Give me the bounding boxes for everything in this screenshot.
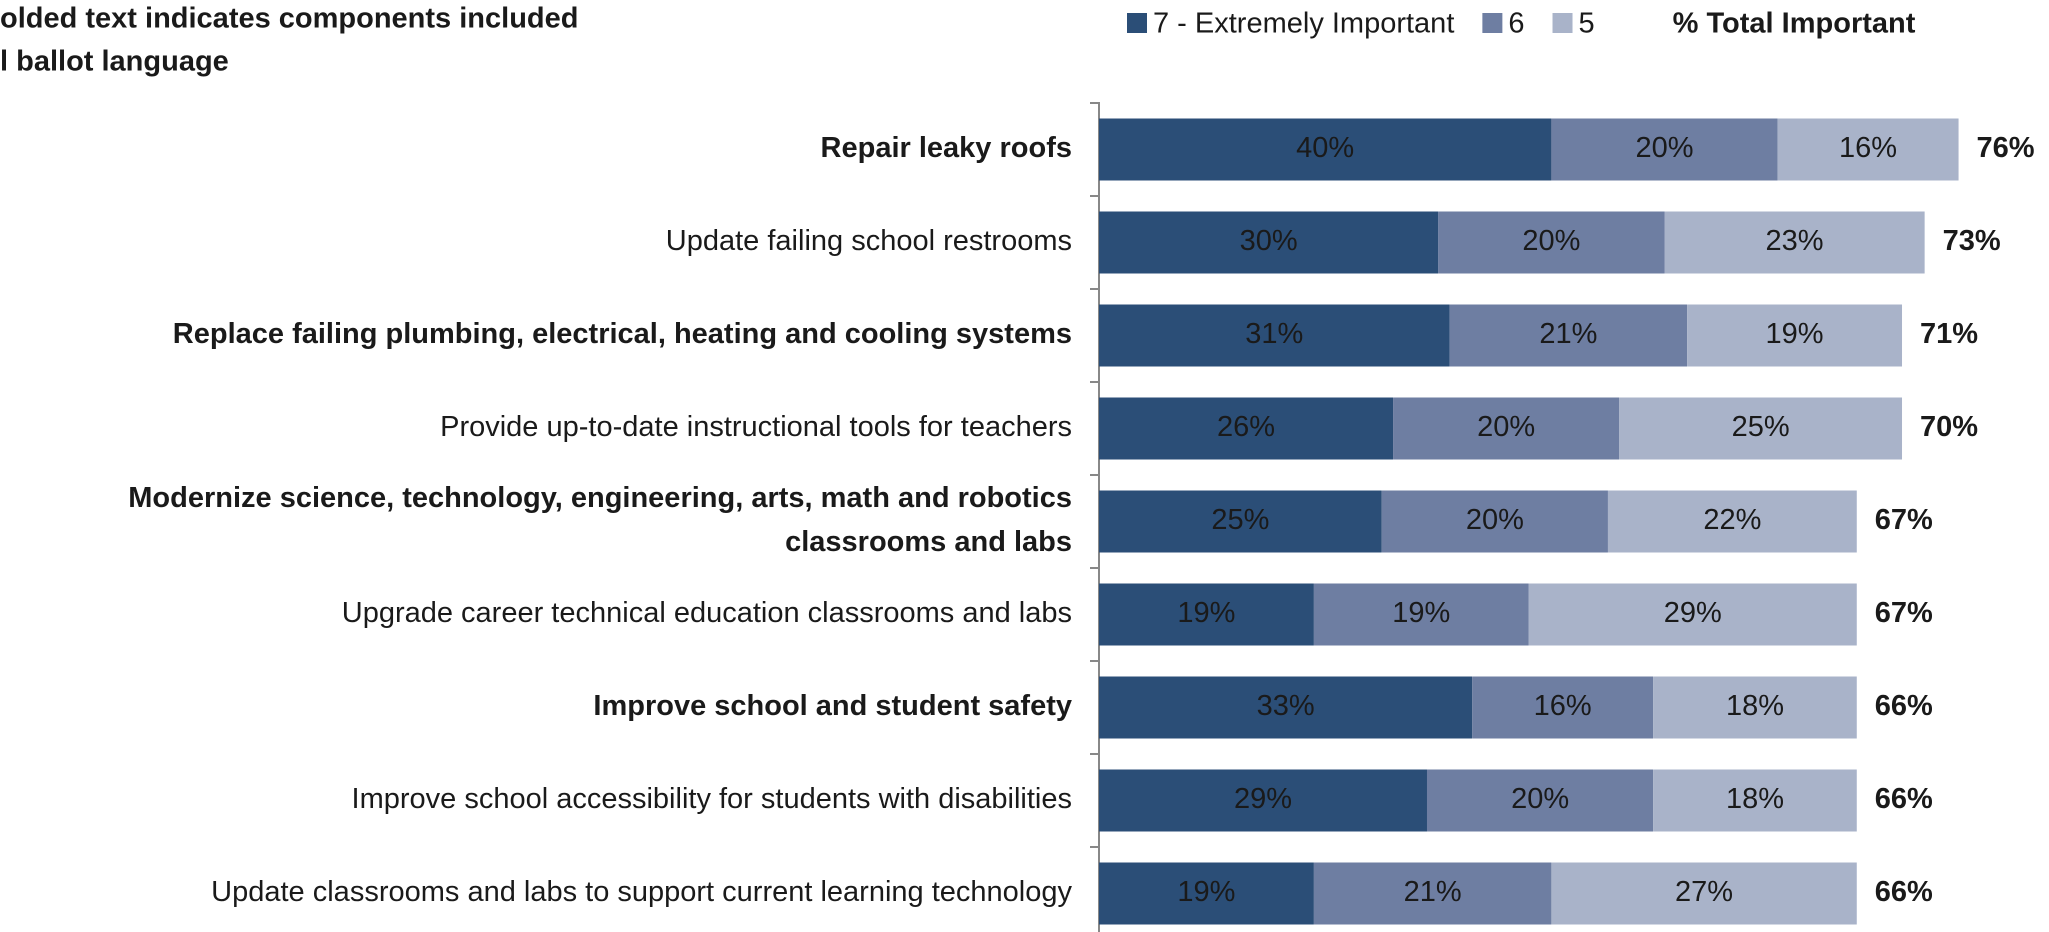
- total-label: 70%: [1920, 411, 1978, 443]
- chart-title: l ballot language: [0, 46, 229, 78]
- bar-segment: [1099, 862, 1314, 925]
- bar-segment: [1313, 583, 1529, 646]
- bar-value-label: 29%: [1234, 783, 1292, 815]
- bar-segment: [1438, 211, 1665, 274]
- bar-segment: [1099, 769, 1427, 832]
- bar-segment: [1653, 676, 1857, 739]
- legend-label: 5: [1579, 8, 1595, 40]
- bar-segment: [1099, 676, 1473, 739]
- legend-total-header: % Total Important: [1673, 8, 1916, 40]
- bar-value-label: 20%: [1522, 225, 1580, 257]
- bar-segment: [1313, 862, 1552, 925]
- bar-value-label: 30%: [1240, 225, 1298, 257]
- bar-segment: [1551, 862, 1857, 925]
- legend-swatch: [1482, 13, 1503, 33]
- bar-value-label: 20%: [1635, 132, 1693, 164]
- bar-value-label: 19%: [1392, 597, 1450, 629]
- category-label: Modernize science, technology, engineeri…: [128, 482, 1072, 514]
- bar-segment: [1607, 490, 1857, 553]
- category-label: Improve school accessibility for student…: [352, 783, 1072, 815]
- legend-label: 6: [1508, 8, 1524, 40]
- bar-value-label: 22%: [1703, 504, 1761, 536]
- bar-value-label: 26%: [1217, 411, 1275, 443]
- bar-value-label: 16%: [1839, 132, 1897, 164]
- bar-value-label: 27%: [1675, 876, 1733, 908]
- bar-segment: [1472, 676, 1654, 739]
- bar-value-label: 25%: [1211, 504, 1269, 536]
- category-label: Update failing school restrooms: [666, 225, 1072, 257]
- bar-segment: [1449, 304, 1688, 367]
- bar-value-label: 25%: [1732, 411, 1790, 443]
- bar-value-label: 18%: [1726, 690, 1784, 722]
- bar-segment: [1099, 304, 1450, 367]
- bar-segment: [1619, 397, 1903, 460]
- total-label: 76%: [1977, 132, 2035, 164]
- legend-swatch: [1127, 13, 1147, 33]
- legend-label: 7 - Extremely Important: [1153, 8, 1454, 40]
- bar-segment: [1099, 490, 1382, 553]
- bar-segment: [1393, 397, 1620, 460]
- bar-segment: [1687, 304, 1903, 367]
- bar-segment: [1426, 769, 1654, 832]
- total-label: 66%: [1875, 783, 1933, 815]
- bar-value-label: 29%: [1664, 597, 1722, 629]
- bar-value-label: 20%: [1477, 411, 1535, 443]
- total-label: 73%: [1943, 225, 2001, 257]
- total-label: 67%: [1875, 597, 1933, 629]
- category-label: Repair leaky roofs: [821, 132, 1072, 164]
- bar-value-label: 19%: [1766, 318, 1824, 350]
- category-label: classrooms and labs: [785, 526, 1072, 558]
- bar-segment: [1551, 118, 1778, 181]
- bar-value-label: 19%: [1177, 876, 1235, 908]
- category-label: Improve school and student safety: [593, 690, 1072, 722]
- category-label: Upgrade career technical education class…: [342, 597, 1072, 629]
- bar-value-label: 16%: [1534, 690, 1592, 722]
- bar-segment: [1653, 769, 1857, 832]
- bar-value-label: 33%: [1257, 690, 1315, 722]
- bar-segment: [1528, 583, 1857, 646]
- bar-segment: [1099, 211, 1439, 274]
- total-label: 67%: [1875, 504, 1933, 536]
- bar-segment: [1664, 211, 1925, 274]
- bar-segment: [1099, 583, 1314, 646]
- bar-value-label: 21%: [1404, 876, 1462, 908]
- bar-value-label: 18%: [1726, 783, 1784, 815]
- bar-value-label: 23%: [1766, 225, 1824, 257]
- bar-value-label: 40%: [1296, 132, 1354, 164]
- bar-segment: [1777, 118, 1959, 181]
- bar-value-label: 20%: [1511, 783, 1569, 815]
- bar-value-label: 21%: [1539, 318, 1597, 350]
- legend-swatch: [1552, 13, 1573, 33]
- category-label: Update classrooms and labs to support cu…: [211, 876, 1072, 908]
- bar-segment: [1099, 118, 1552, 181]
- total-label: 71%: [1920, 318, 1978, 350]
- bar-segment: [1381, 490, 1608, 553]
- total-label: 66%: [1875, 690, 1933, 722]
- bar-segment: [1099, 397, 1394, 460]
- bar-value-label: 19%: [1177, 597, 1235, 629]
- bar-value-label: 20%: [1466, 504, 1524, 536]
- total-label: 66%: [1875, 876, 1933, 908]
- category-label: Provide up-to-date instructional tools f…: [440, 411, 1072, 443]
- bar-value-label: 31%: [1245, 318, 1303, 350]
- chart-title: olded text indicates components included: [0, 3, 578, 35]
- category-label: Replace failing plumbing, electrical, he…: [173, 318, 1072, 350]
